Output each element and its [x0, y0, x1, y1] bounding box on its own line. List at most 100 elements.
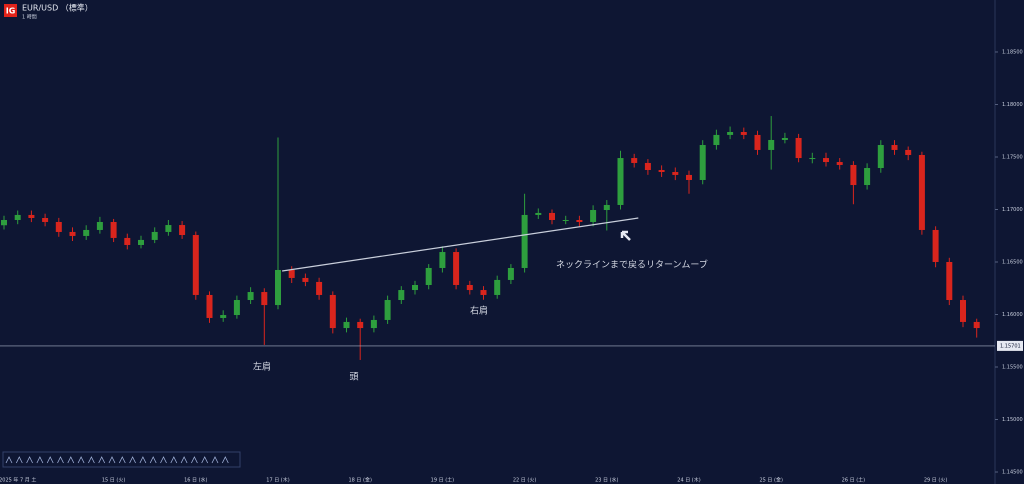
x-tick-label: 26 日 (土): [842, 477, 865, 484]
candle-body: [69, 231, 76, 236]
candle-body: [644, 162, 651, 171]
candle-body: [138, 239, 144, 245]
candle-body: [590, 210, 597, 222]
candle-body: [370, 319, 377, 329]
candle-body: [631, 158, 638, 163]
tool-icon[interactable]: [36, 456, 44, 464]
candle-body: [275, 269, 281, 306]
tool-icon[interactable]: [46, 456, 54, 464]
annotation: 右肩: [470, 305, 488, 317]
candle-body: [850, 164, 857, 186]
candle-body: [453, 252, 460, 285]
tool-icon[interactable]: [118, 456, 126, 464]
tool-icon[interactable]: [108, 456, 116, 464]
tool-icon[interactable]: [180, 456, 188, 464]
candle-body: [28, 214, 35, 218]
annotation: 頭: [349, 372, 358, 383]
y-tick-label: 1.17000: [1002, 207, 1023, 213]
tool-icon[interactable]: [77, 456, 85, 464]
toolbar[interactable]: [2, 451, 241, 468]
annotation: 左肩: [253, 361, 271, 373]
candle-body: [603, 204, 610, 211]
candle-body: [466, 284, 473, 291]
tool-icon[interactable]: [170, 456, 178, 464]
candle-body: [439, 252, 446, 268]
y-tick-label: 1.15500: [1002, 365, 1023, 371]
candle-body: [412, 284, 418, 291]
tool-icon[interactable]: [57, 456, 64, 464]
candle-body: [864, 168, 871, 186]
candle-body: [507, 267, 514, 280]
candle-body: [1, 219, 7, 226]
tool-icon[interactable]: [26, 456, 33, 464]
candle-body: [151, 231, 158, 240]
tool-icon[interactable]: [221, 456, 229, 464]
y-tick-label: 1.14500: [1002, 470, 1023, 476]
candle-body: [795, 137, 802, 159]
candle-body: [425, 267, 432, 285]
tool-icon[interactable]: [149, 456, 157, 464]
candle-body: [42, 217, 49, 222]
candle-body: [316, 281, 323, 295]
candle-body: [233, 300, 240, 316]
candle-body: [617, 158, 624, 205]
logo-box: [4, 4, 17, 17]
candle-body: [658, 170, 665, 173]
tool-icon[interactable]: [5, 456, 13, 464]
candle-body: [932, 229, 939, 262]
candle-body: [973, 321, 980, 329]
annotation: ネックラインまで戻るリターンムーブ: [556, 259, 708, 271]
candle-body: [329, 294, 336, 329]
candle-body: [384, 300, 391, 320]
candle-body: [288, 269, 295, 278]
candle-body: [877, 145, 884, 169]
tool-icon[interactable]: [201, 456, 209, 464]
x-tick-label: 2025 年 7 月 土: [0, 477, 36, 484]
candle-body: [247, 292, 254, 301]
x-tick-label: 17 日 (木): [266, 477, 289, 484]
candle-body: [521, 214, 528, 268]
candle-body: [220, 315, 227, 318]
tool-icon[interactable]: [67, 456, 75, 464]
last-price-label: 1.15701: [1000, 343, 1021, 349]
x-tick-label: 16 日 (水): [184, 477, 207, 484]
candle-body: [179, 225, 186, 236]
candle-body: [192, 235, 199, 295]
candle-body: [699, 145, 706, 180]
candle-body: [946, 261, 953, 301]
y-tick-label: 1.16000: [1002, 312, 1023, 318]
candle-body: [823, 158, 829, 163]
tool-icon[interactable]: [211, 456, 219, 464]
candle-body: [713, 134, 720, 146]
candle-body: [686, 174, 692, 180]
candle-body: [124, 237, 131, 245]
candle-body: [83, 229, 90, 236]
candle-body: [727, 131, 734, 135]
tool-icon[interactable]: [15, 456, 23, 464]
candle-body: [549, 212, 555, 220]
candle-body: [562, 219, 569, 221]
x-tick-label: 19 日 (土): [431, 477, 454, 484]
candle-body: [960, 300, 966, 322]
candle-body: [398, 290, 405, 301]
y-tick-label: 1.15000: [1002, 417, 1023, 423]
tool-icon[interactable]: [191, 456, 198, 464]
candle-body: [55, 221, 62, 232]
candle-body: [918, 154, 925, 230]
candle-body: [905, 149, 912, 155]
last-price-box: [997, 340, 1023, 351]
tool-icon[interactable]: [98, 456, 106, 464]
candle-body: [343, 321, 350, 329]
candle-body: [740, 131, 747, 135]
x-tick-label: 24 日 (木): [677, 477, 700, 484]
candle-body: [206, 294, 213, 318]
tool-icon[interactable]: [139, 456, 147, 464]
tool-icon[interactable]: [88, 456, 95, 464]
candle-body: [836, 162, 843, 165]
candle-body: [165, 225, 172, 232]
candle-body: [672, 172, 679, 175]
tool-icon[interactable]: [129, 456, 136, 464]
y-tick-label: 1.18500: [1002, 49, 1023, 55]
tool-icon[interactable]: [160, 456, 167, 464]
chart-title: EUR/USD （標準）: [22, 3, 93, 13]
